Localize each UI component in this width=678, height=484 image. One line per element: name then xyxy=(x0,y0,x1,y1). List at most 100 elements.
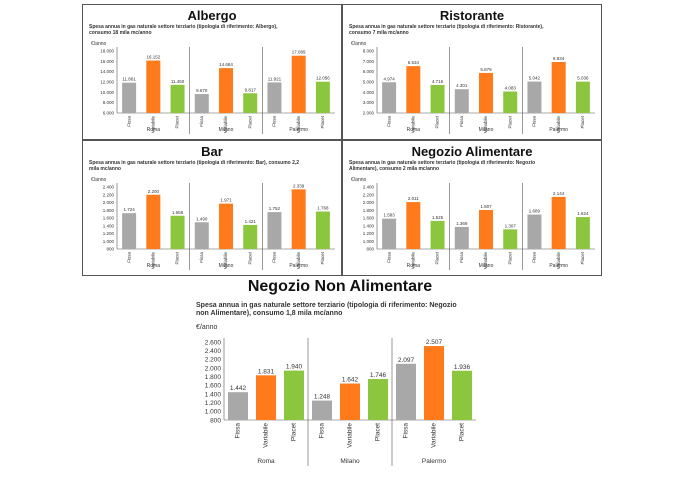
series-label: Fissa xyxy=(199,116,204,127)
data-label: 1.490 xyxy=(196,216,208,221)
y-tick-label: 1.400 xyxy=(363,223,375,228)
y-tick-label: 14.000 xyxy=(100,69,114,74)
bar-milano-placet xyxy=(503,91,518,113)
category-label: Palermo xyxy=(549,127,568,133)
y-axis-unit: €/anno xyxy=(91,41,107,47)
chart-panel-bar: Bar Spesa annua in gas naturale settore … xyxy=(82,140,342,276)
y-tick-label: 3.000 xyxy=(363,100,375,105)
data-label: 12.056 xyxy=(316,76,330,81)
category-label: Milano xyxy=(479,263,494,269)
series-label: Fissa xyxy=(199,252,204,263)
data-label: 1.248 xyxy=(314,394,331,401)
y-tick-label: 1.000 xyxy=(363,239,375,244)
data-label: 16.152 xyxy=(146,55,160,60)
bar-milano-placet xyxy=(503,229,518,249)
category-label: Milano xyxy=(219,263,234,269)
y-tick-label: 2.000 xyxy=(363,200,375,205)
series-label: Placet xyxy=(580,251,585,264)
category-label: Milano xyxy=(340,458,360,465)
bar-milano-variabile xyxy=(219,68,233,113)
data-label: 4.974 xyxy=(383,76,395,81)
series-label: Placet xyxy=(507,251,512,264)
bar-roma-variabile xyxy=(146,60,161,113)
bar-chart-albergo: 6.000 8.000 10.000 12.000 14.000 16.000 18.000… xyxy=(100,47,335,134)
series-label: Variabile xyxy=(223,116,228,134)
chart-subtitle: Spesa annua in gas naturale settore terz… xyxy=(89,24,278,36)
series-label: Variabile xyxy=(411,252,416,270)
bar-palermo-placet xyxy=(575,217,590,249)
y-tick-label: 2.000 xyxy=(205,365,222,372)
bar-roma-placet xyxy=(284,370,304,420)
y-tick-label: 2.400 xyxy=(205,348,222,355)
bar-palermo-fissa xyxy=(396,363,416,420)
series-label: Fissa xyxy=(126,252,131,263)
series-label: Fissa xyxy=(126,116,131,127)
category-label: Milano xyxy=(479,127,494,133)
bar-palermo-placet xyxy=(315,211,330,249)
series-label: Placet xyxy=(435,115,440,128)
y-tick-label: 800 xyxy=(366,247,374,252)
bar-chart-negozio-alimentare: 800 1.000 1.200 1.400 1.600 1.800 2.000 2.200 2.… xyxy=(363,183,595,270)
bar-roma-fissa xyxy=(228,392,248,420)
series-label: Variabile xyxy=(151,116,156,134)
series-label: Fissa xyxy=(532,252,537,263)
category-label: Roma xyxy=(147,127,161,133)
bar-palermo-variabile xyxy=(551,62,566,113)
series-label: Variabile xyxy=(431,423,438,448)
y-tick-label: 1.600 xyxy=(103,216,115,221)
y-tick-label: 18.000 xyxy=(100,49,114,54)
data-label: 1.936 xyxy=(454,364,471,371)
bar-milano-fissa xyxy=(312,400,332,420)
data-label: 1.624 xyxy=(577,211,589,216)
series-label: Placet xyxy=(247,115,252,128)
data-label: 1.658 xyxy=(172,210,184,215)
series-label: Placet xyxy=(580,115,585,128)
data-label: 1.689 xyxy=(529,209,541,214)
chart-title: Negozio Non Alimentare xyxy=(247,278,433,295)
series-label: Variabile xyxy=(223,252,228,270)
y-tick-label: 1.200 xyxy=(103,231,115,236)
series-label: Variabile xyxy=(151,252,156,270)
y-axis-unit: €/anno xyxy=(351,177,367,183)
y-tick-label: 16.000 xyxy=(100,59,114,64)
bar-milano-variabile xyxy=(479,72,493,113)
bar-milano-fissa xyxy=(454,226,469,249)
data-label: 1.421 xyxy=(245,219,257,224)
bar-milano-placet xyxy=(243,93,258,113)
bar-roma-variabile xyxy=(146,194,161,249)
y-axis-unit: €/anno xyxy=(196,324,218,331)
series-label: Variabile xyxy=(483,252,488,270)
data-label: 1.768 xyxy=(317,205,329,210)
y-tick-label: 1.600 xyxy=(205,383,222,390)
series-label: Placet xyxy=(507,115,512,128)
data-label: 11.450 xyxy=(171,79,185,84)
data-label: 1.525 xyxy=(432,215,444,220)
bar-roma-fissa xyxy=(122,213,137,249)
data-label: 1.831 xyxy=(258,368,275,375)
series-label: Fissa xyxy=(319,423,326,439)
bar-chart-ristorante: 2.000 3.000 4.000 5.000 6.000 7.000 8.000 4.974… xyxy=(363,47,595,134)
series-label: Fissa xyxy=(386,252,391,263)
chart-subtitle: Spesa annua in gas naturale settore terz… xyxy=(349,160,536,172)
data-label: 5.042 xyxy=(529,76,541,81)
y-tick-label: 2.200 xyxy=(205,357,222,364)
y-tick-label: 7.000 xyxy=(363,59,375,64)
series-label: Variabile xyxy=(411,116,416,134)
chart-title: Bar xyxy=(201,144,223,159)
bar-palermo-variabile xyxy=(551,196,566,249)
data-label: 1.940 xyxy=(286,364,303,371)
bar-palermo-fissa xyxy=(527,81,542,113)
category-label: Palermo xyxy=(289,127,308,133)
series-label: Placet xyxy=(291,423,298,441)
category-label: Roma xyxy=(257,458,275,465)
y-tick-label: 6.000 xyxy=(363,69,375,74)
series-label: Variabile xyxy=(263,423,270,448)
data-label: 1.971 xyxy=(220,198,232,203)
data-label: 1.442 xyxy=(230,385,247,392)
bar-palermo-variabile xyxy=(291,189,306,249)
data-label: 6.534 xyxy=(408,60,420,65)
series-label: Fissa xyxy=(459,252,464,263)
bar-roma-placet xyxy=(430,84,445,113)
data-label: 2.144 xyxy=(553,191,565,196)
